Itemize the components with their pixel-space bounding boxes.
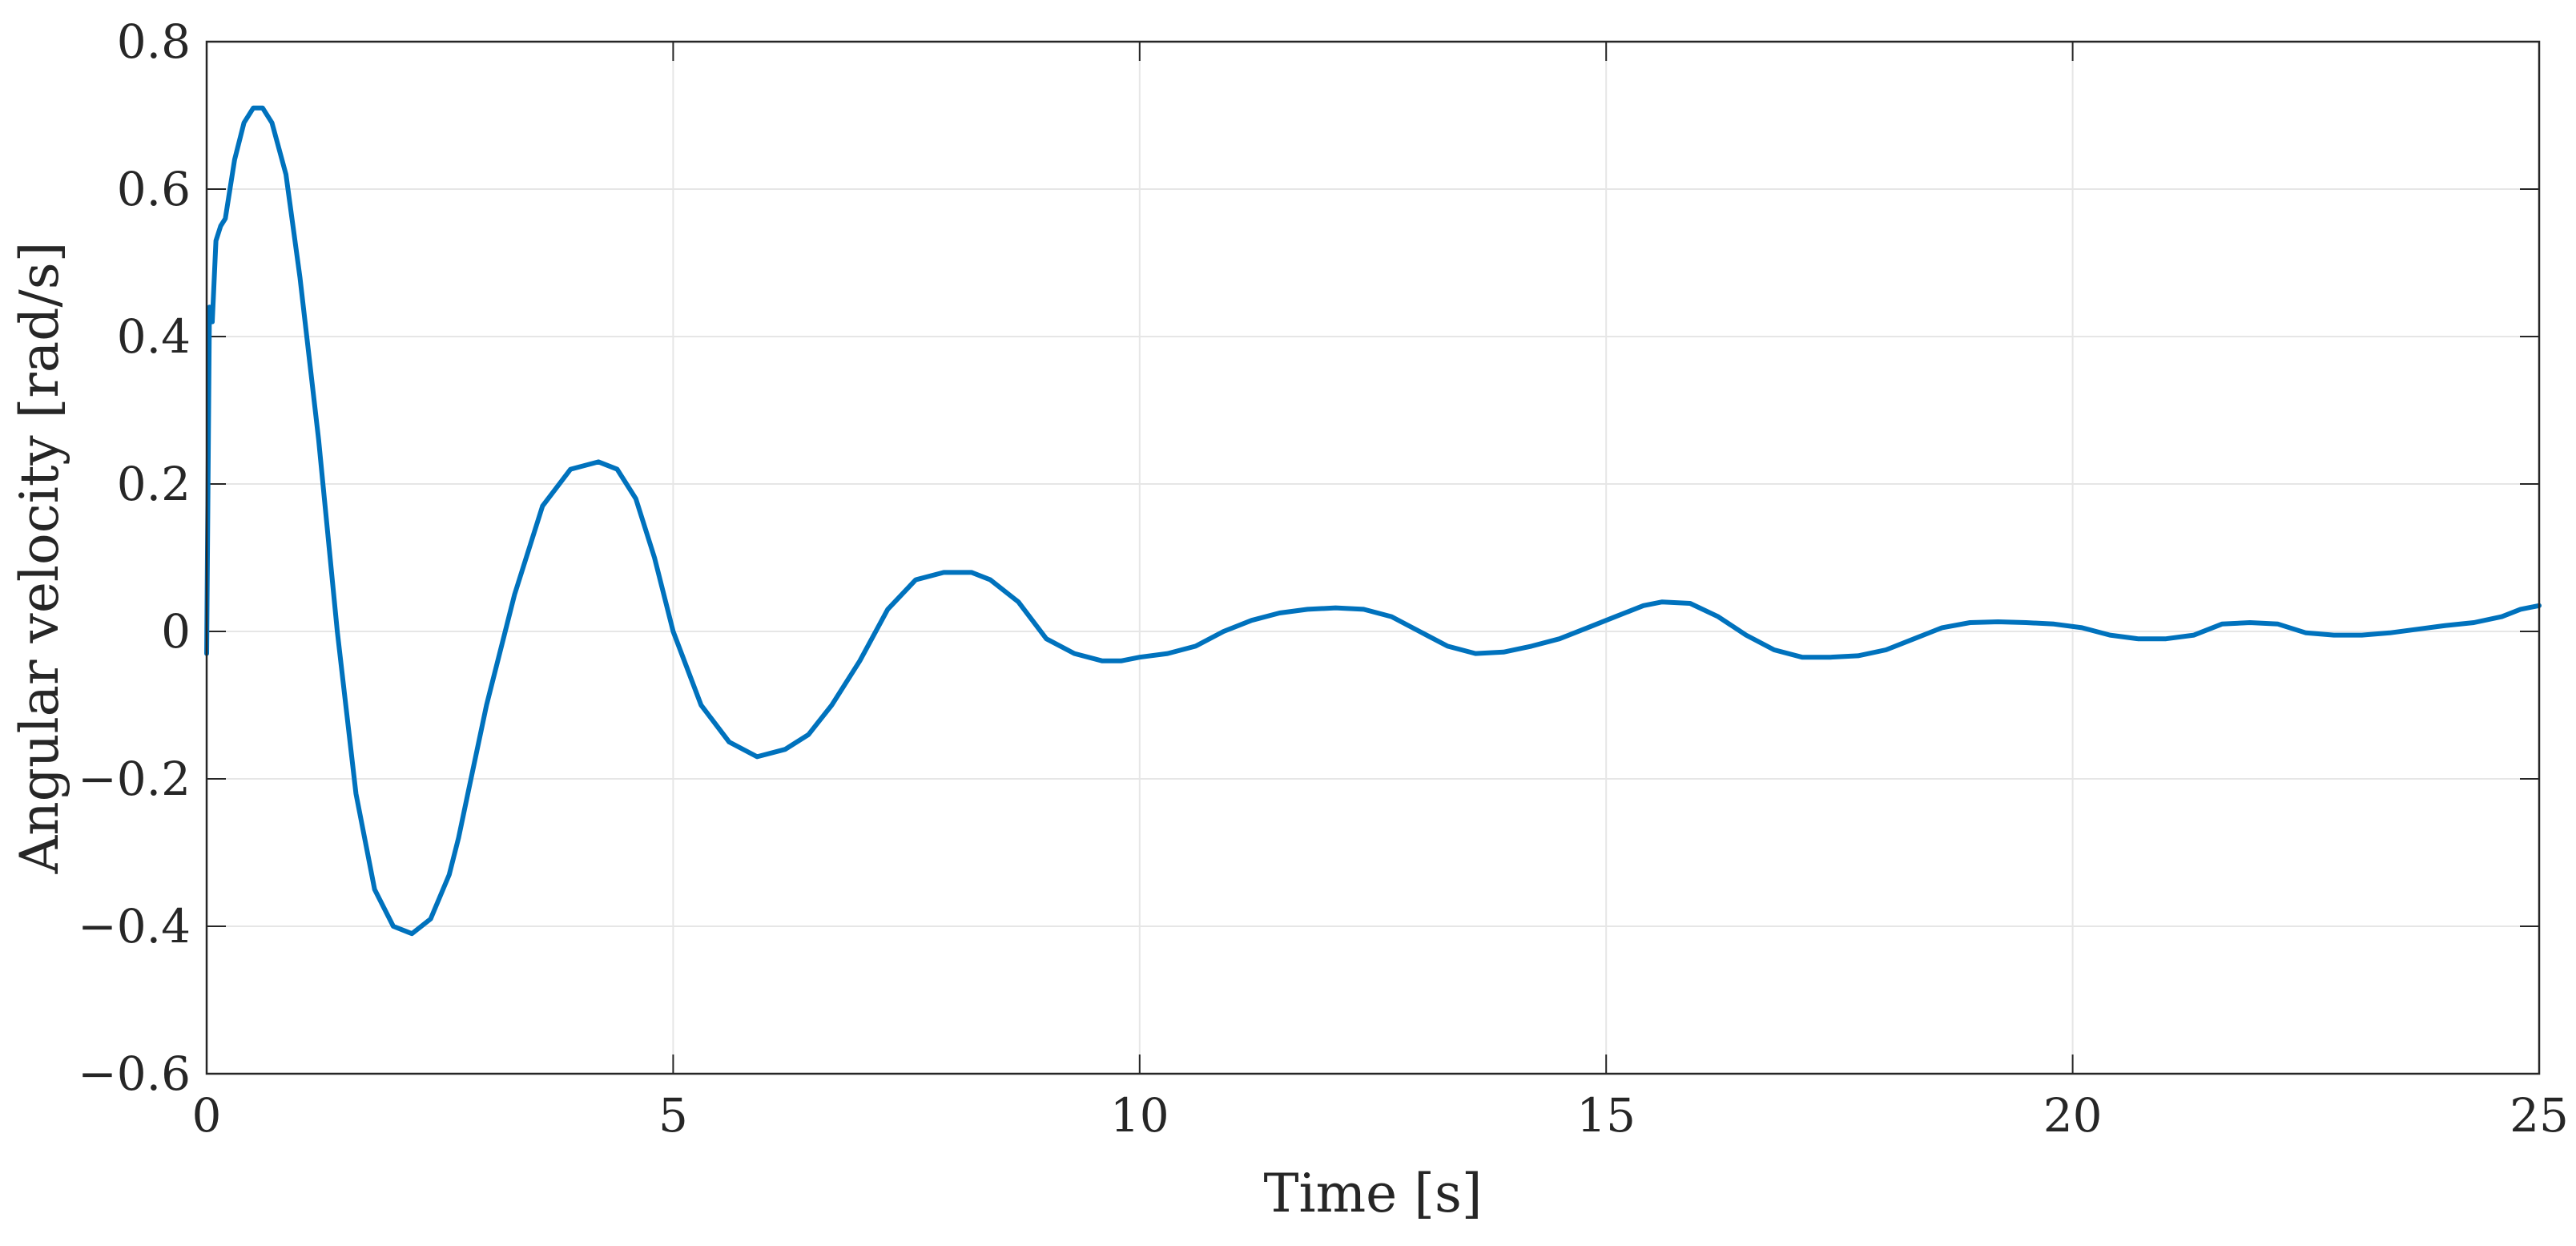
x-tick-label: 20 <box>2043 1088 2103 1143</box>
plot-area <box>204 105 2542 937</box>
y-tick-label: −0.6 <box>78 1046 191 1101</box>
y-tick-label: 0.2 <box>117 457 191 511</box>
ticks <box>206 41 2540 1075</box>
grid <box>206 41 2540 1075</box>
x-axis-label: Time [s] <box>1263 1163 1482 1224</box>
tick-labels: 0 5 10 15 20 25 −0.6 −0.4 −0.2 0 0.2 0.4 0.6 0.8 <box>78 14 2569 1143</box>
axes-box <box>205 40 2541 1075</box>
x-tick-label: 25 <box>2510 1088 2569 1143</box>
x-tick-label: 5 <box>658 1088 688 1143</box>
y-tick-label: 0 <box>161 604 191 659</box>
x-tick-label: 15 <box>1576 1088 1636 1143</box>
y-axis-label: Angular velocity [rad/s] <box>9 242 70 875</box>
y-tick-label: 0.8 <box>117 14 191 69</box>
series-line <box>204 105 2542 937</box>
x-tick-label: 0 <box>192 1088 222 1143</box>
y-tick-label: −0.4 <box>78 899 191 954</box>
x-tick-label: 10 <box>1110 1088 1169 1143</box>
y-tick-label: −0.2 <box>78 752 191 806</box>
y-tick-label: 0.6 <box>117 162 191 216</box>
y-tick-label: 0.4 <box>117 309 191 364</box>
